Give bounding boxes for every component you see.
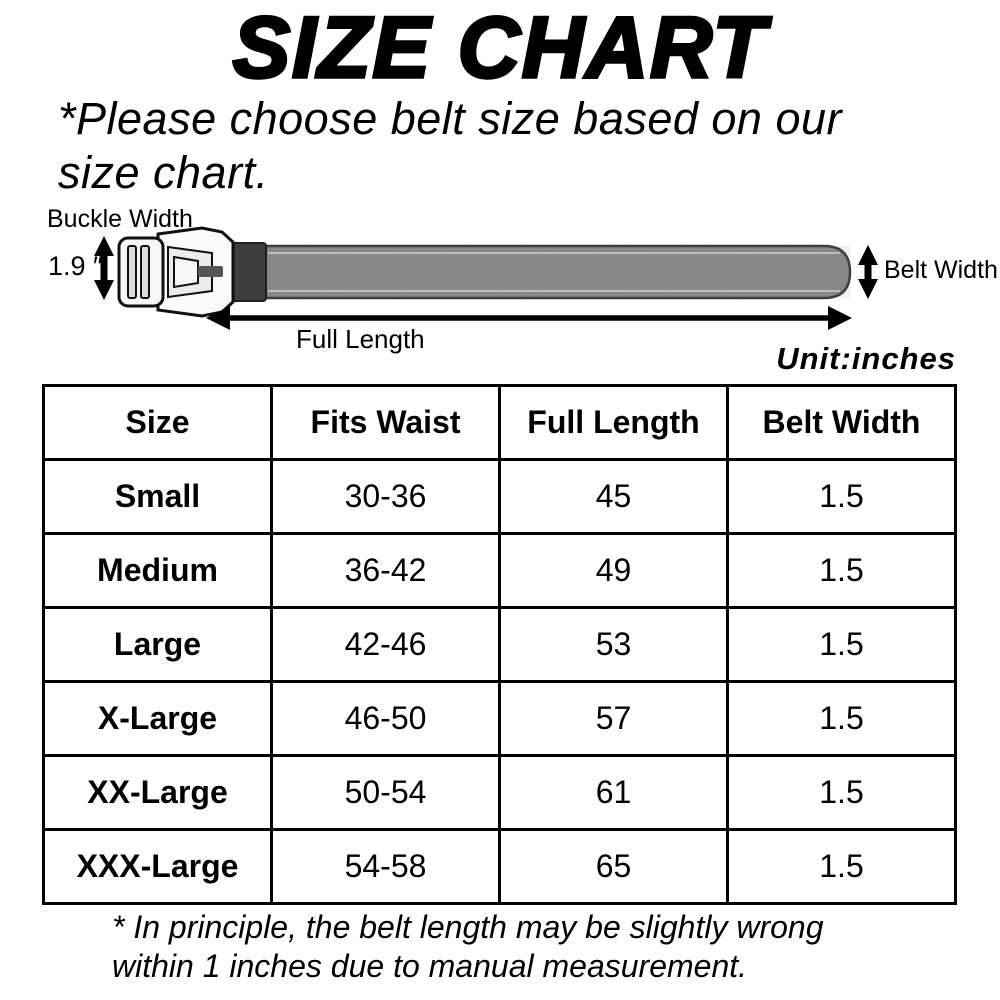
cell-fits-waist: 30-36 bbox=[270, 458, 501, 535]
table-row: Large 42-46 53 1.5 bbox=[42, 606, 957, 683]
cell-size: Medium bbox=[42, 532, 273, 609]
cell-full-length: 45 bbox=[498, 458, 729, 535]
belt-width-arrow bbox=[858, 245, 878, 299]
table-row: X-Large 46-50 57 1.5 bbox=[42, 680, 957, 757]
buckle-slot-right bbox=[140, 245, 150, 299]
cell-belt-width: 1.5 bbox=[726, 754, 957, 831]
cell-belt-width: 1.5 bbox=[726, 532, 957, 609]
size-table: Size Fits Waist Full Length Belt Width S… bbox=[42, 384, 957, 905]
buckle-width-arrow bbox=[94, 236, 114, 300]
belt-strap-texture bbox=[232, 246, 850, 298]
table-row: Small 30-36 45 1.5 bbox=[42, 458, 957, 535]
cell-belt-width: 1.5 bbox=[726, 680, 957, 757]
cell-size: Small bbox=[42, 458, 273, 535]
cell-fits-waist: 36-42 bbox=[270, 532, 501, 609]
table-row: Medium 36-42 49 1.5 bbox=[42, 532, 957, 609]
cell-size: XX-Large bbox=[42, 754, 273, 831]
col-header-full-length: Full Length bbox=[498, 384, 729, 461]
cell-full-length: 65 bbox=[498, 828, 729, 905]
unit-label: Unit:inches bbox=[776, 341, 956, 376]
page-title: SIZE CHART bbox=[231, 0, 768, 96]
cell-full-length: 49 bbox=[498, 532, 729, 609]
belt-diagram: Buckle Width 1.9 ″ Belt Width Full Lengt… bbox=[0, 200, 1000, 365]
col-header-belt-width: Belt Width bbox=[726, 384, 957, 461]
buckle-logo-tag bbox=[198, 266, 223, 277]
belt-illustration bbox=[94, 226, 878, 330]
cell-fits-waist: 46-50 bbox=[270, 680, 501, 757]
table-header-row: Size Fits Waist Full Length Belt Width bbox=[42, 384, 957, 461]
cell-fits-waist: 54-58 bbox=[270, 828, 501, 905]
subtitle-line-1: *Please choose belt size based on our bbox=[58, 93, 843, 144]
buckle-width-label: Buckle Width bbox=[47, 205, 193, 233]
belt-buckle bbox=[117, 226, 235, 318]
footnote: * In principle, the belt length may be s… bbox=[112, 908, 824, 986]
table-row: XXX-Large 54-58 65 1.5 bbox=[42, 828, 957, 905]
cell-full-length: 61 bbox=[498, 754, 729, 831]
col-header-fits-waist: Fits Waist bbox=[270, 384, 501, 461]
full-length-arrow bbox=[206, 306, 852, 330]
cell-belt-width: 1.5 bbox=[726, 458, 957, 535]
cell-fits-waist: 50-54 bbox=[270, 754, 501, 831]
cell-belt-width: 1.5 bbox=[726, 828, 957, 905]
cell-fits-waist: 42-46 bbox=[270, 606, 501, 683]
subtitle: *Please choose belt size based on our si… bbox=[58, 92, 842, 200]
belt-width-label: Belt Width bbox=[884, 256, 998, 284]
cell-belt-width: 1.5 bbox=[726, 606, 957, 683]
subtitle-line-2: size chart. bbox=[58, 147, 269, 198]
cell-full-length: 53 bbox=[498, 606, 729, 683]
cell-size: XXX-Large bbox=[42, 828, 273, 905]
buckle-prong bbox=[173, 255, 199, 289]
col-header-size: Size bbox=[42, 384, 273, 461]
buckle-slot-left bbox=[127, 245, 137, 299]
cell-size: X-Large bbox=[42, 680, 273, 757]
cell-size: Large bbox=[42, 606, 273, 683]
table-row: XX-Large 50-54 61 1.5 bbox=[42, 754, 957, 831]
footnote-line-1: * In principle, the belt length may be s… bbox=[112, 909, 824, 945]
full-length-label: Full Length bbox=[296, 324, 425, 354]
buckle-width-value: 1.9 ″ bbox=[48, 251, 103, 281]
cell-full-length: 57 bbox=[498, 680, 729, 757]
footnote-line-2: within 1 inches due to manual measuremen… bbox=[112, 948, 748, 984]
